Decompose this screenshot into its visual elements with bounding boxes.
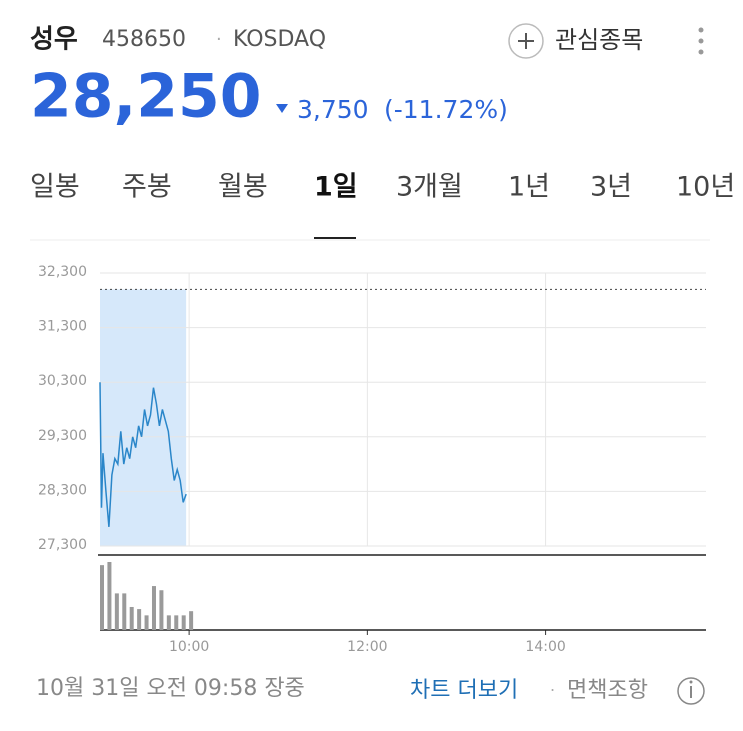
tab[interactable]: 10년 [676, 172, 735, 203]
volume-bar [159, 590, 164, 630]
tab[interactable]: 1년 [508, 172, 550, 203]
y-tick-label: 29,300 [38, 428, 87, 444]
tab[interactable]: 3개월 [396, 172, 463, 203]
y-tick-label: 27,300 [38, 537, 87, 553]
price: 28,250 [30, 62, 262, 132]
volume-bar [144, 615, 149, 630]
volume-bar [100, 565, 104, 630]
separator: · [550, 681, 555, 700]
volume-bar [129, 606, 134, 630]
tab[interactable]: 1일 [314, 172, 358, 203]
down-arrow [276, 104, 288, 113]
volume-bar [107, 562, 112, 630]
x-tick-label: 12:00 [347, 639, 387, 655]
x-tick-label: 10:00 [169, 639, 209, 655]
volume-bar [189, 611, 194, 630]
y-tick-label: 30,300 [38, 373, 87, 389]
volume-bar [114, 593, 119, 630]
x-tick-label: 14:00 [525, 639, 565, 655]
volume-bar [181, 615, 186, 630]
separator: · [216, 29, 222, 50]
tabs: 일봉 주봉 월봉 1일 3개월 1년 3년 10년 [30, 172, 735, 203]
tab[interactable]: 3년 [590, 172, 632, 203]
y-tick-label: 32,300 [38, 264, 87, 280]
chart: 27,300 28,300 29,300 30,300 31,300 32,300 10:0… [38, 264, 706, 655]
plus-icon [518, 33, 534, 49]
change: 3,750 [297, 95, 369, 124]
market: KOSDAQ [233, 27, 326, 52]
tab[interactable]: 월봉 [218, 172, 268, 203]
stock-code: 458650 [102, 27, 186, 52]
y-tick-label: 28,300 [38, 482, 87, 498]
more-chart-link[interactable]: 차트 더보기 [410, 678, 518, 703]
volume-bar [151, 586, 156, 630]
plus-circle [508, 23, 544, 59]
price-line [99, 382, 187, 527]
volume-bar [122, 593, 127, 630]
disclaimer-link[interactable]: 면책조항 [567, 678, 648, 703]
watch-label: 관심종목 [555, 26, 643, 54]
info-icon[interactable] [677, 677, 705, 705]
y-tick-label: 31,300 [38, 319, 87, 335]
watch-button[interactable]: 관심종목 [508, 23, 643, 59]
stock-name: 성우 [30, 25, 78, 55]
volume-bar [137, 609, 142, 630]
volume-bar [174, 615, 179, 630]
more-menu[interactable] [698, 27, 704, 55]
volume-bar [166, 615, 171, 630]
timestamp: 10월 31일 오전 09:58 장중 [36, 676, 305, 701]
tab[interactable]: 일봉 [30, 172, 80, 203]
tab[interactable]: 주봉 [122, 172, 172, 203]
change-pct: (-11.72%) [384, 95, 508, 124]
